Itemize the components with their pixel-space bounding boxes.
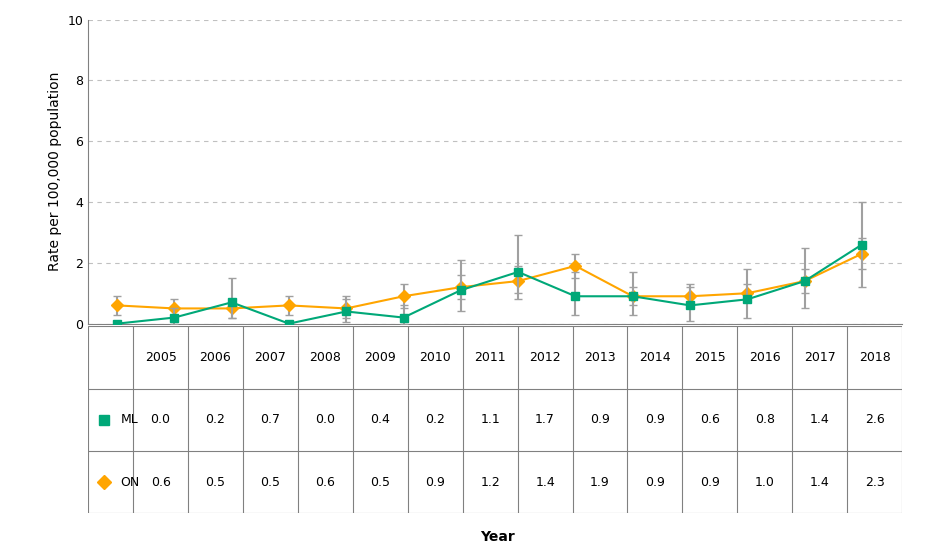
Text: 0.5: 0.5 bbox=[370, 476, 391, 489]
Text: ON: ON bbox=[121, 476, 140, 489]
Text: 1.9: 1.9 bbox=[591, 476, 610, 489]
Text: 0.2: 0.2 bbox=[425, 413, 445, 426]
FancyBboxPatch shape bbox=[88, 326, 902, 513]
Text: 0.9: 0.9 bbox=[645, 476, 665, 489]
Text: 2014: 2014 bbox=[639, 351, 671, 364]
Text: 0.9: 0.9 bbox=[590, 413, 610, 426]
Text: Year: Year bbox=[480, 530, 515, 544]
Text: 2007: 2007 bbox=[255, 351, 286, 364]
Text: 0.6: 0.6 bbox=[151, 476, 170, 489]
Text: 2017: 2017 bbox=[804, 351, 835, 364]
Text: 1.4: 1.4 bbox=[535, 476, 555, 489]
Text: ML: ML bbox=[121, 413, 139, 426]
Text: 1.1: 1.1 bbox=[480, 413, 500, 426]
Text: 1.4: 1.4 bbox=[810, 476, 830, 489]
Text: 2.6: 2.6 bbox=[865, 413, 884, 426]
Text: 0.6: 0.6 bbox=[700, 413, 720, 426]
Text: 0.4: 0.4 bbox=[370, 413, 391, 426]
Text: 0.9: 0.9 bbox=[425, 476, 445, 489]
Text: 0.6: 0.6 bbox=[315, 476, 336, 489]
Text: 2009: 2009 bbox=[365, 351, 396, 364]
Text: 2011: 2011 bbox=[474, 351, 506, 364]
Text: 0.8: 0.8 bbox=[755, 413, 775, 426]
Text: 0.5: 0.5 bbox=[206, 476, 225, 489]
Text: 1.7: 1.7 bbox=[535, 413, 555, 426]
Text: 2005: 2005 bbox=[145, 351, 177, 364]
Text: 2015: 2015 bbox=[694, 351, 725, 364]
Text: 0.2: 0.2 bbox=[206, 413, 225, 426]
Text: 1.0: 1.0 bbox=[755, 476, 775, 489]
Text: 0.0: 0.0 bbox=[151, 413, 170, 426]
Text: 2013: 2013 bbox=[584, 351, 616, 364]
Y-axis label: Rate per 100,000 population: Rate per 100,000 population bbox=[48, 72, 62, 271]
Text: 2006: 2006 bbox=[200, 351, 232, 364]
Text: 0.5: 0.5 bbox=[260, 476, 281, 489]
Text: 2018: 2018 bbox=[858, 351, 891, 364]
Text: 1.2: 1.2 bbox=[480, 476, 500, 489]
Text: 0.9: 0.9 bbox=[645, 413, 665, 426]
Text: 2.3: 2.3 bbox=[865, 476, 884, 489]
Text: 0.7: 0.7 bbox=[260, 413, 281, 426]
Text: 0.9: 0.9 bbox=[700, 476, 720, 489]
Text: 2010: 2010 bbox=[419, 351, 451, 364]
Text: 2008: 2008 bbox=[310, 351, 341, 364]
Text: 0.0: 0.0 bbox=[315, 413, 336, 426]
Text: 2016: 2016 bbox=[749, 351, 780, 364]
Text: 2012: 2012 bbox=[529, 351, 561, 364]
Text: 1.4: 1.4 bbox=[810, 413, 830, 426]
